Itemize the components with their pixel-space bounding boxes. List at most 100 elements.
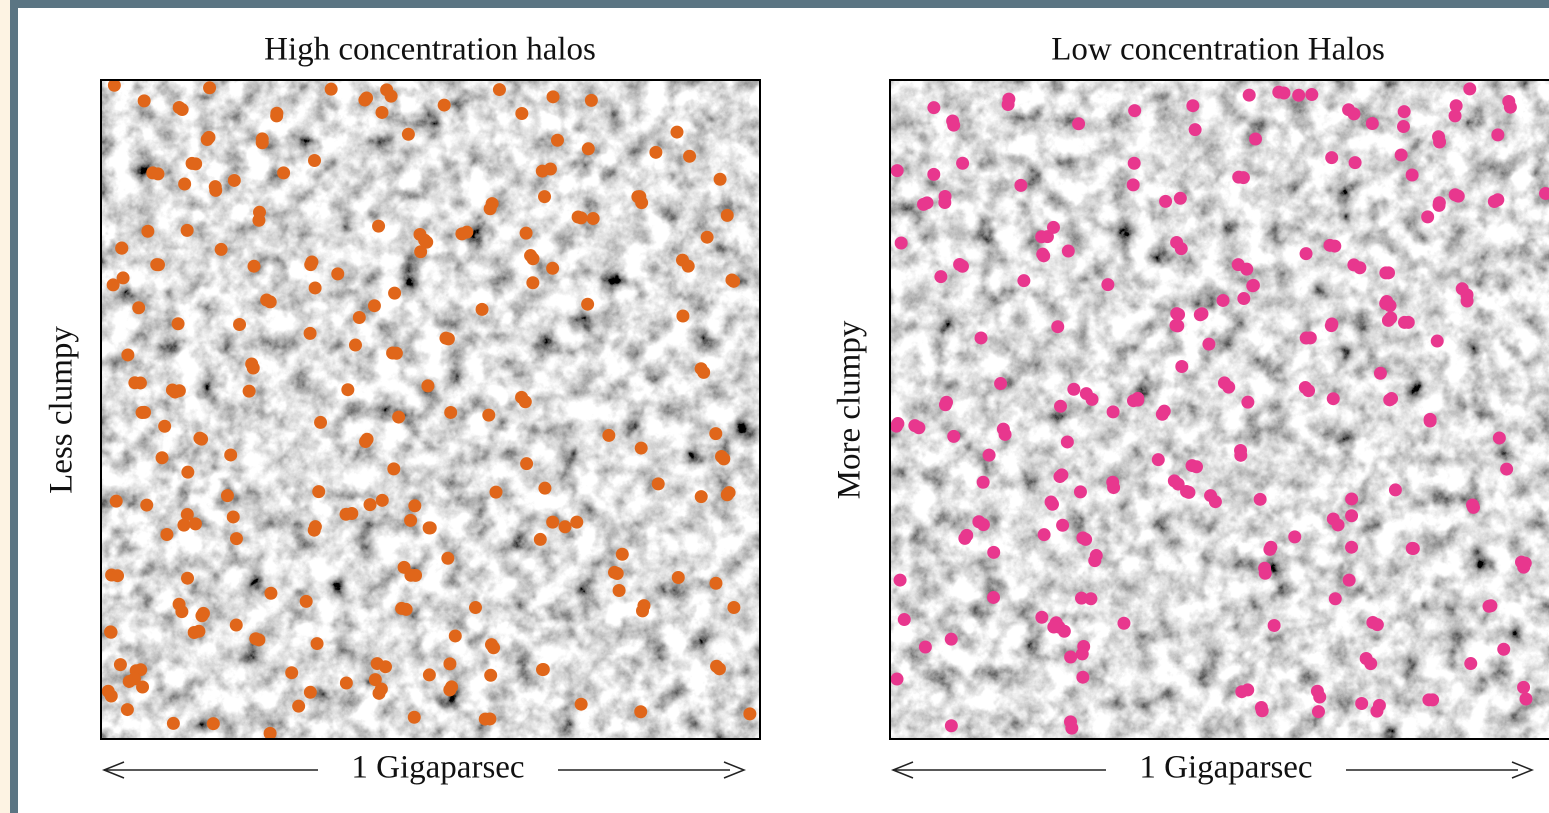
halo-dot	[1519, 693, 1532, 706]
halo-dot	[476, 303, 489, 316]
halo-dot	[304, 327, 317, 340]
halo-dot	[919, 640, 932, 653]
halo-dot	[1056, 519, 1069, 532]
halo-dot	[1467, 501, 1480, 514]
halo-dot	[537, 663, 550, 676]
halo-dot	[121, 348, 134, 361]
halo-dot	[1107, 481, 1120, 494]
halo-dot	[484, 202, 497, 215]
halo-dot	[649, 146, 662, 159]
halo-dot	[1263, 543, 1276, 556]
halo-dot	[538, 482, 551, 495]
halo-dot	[526, 252, 539, 265]
halo-dot	[1237, 171, 1250, 184]
halo-dot	[1517, 681, 1530, 694]
halo-dot	[372, 220, 385, 233]
halo-dot	[1345, 541, 1358, 554]
halo-dot	[140, 499, 153, 512]
halo-dot	[994, 377, 1007, 390]
halo-dot	[652, 477, 665, 490]
halo-dot	[373, 687, 386, 700]
halo-dot	[1366, 117, 1379, 130]
halo-dot	[304, 686, 317, 699]
halo-dot	[1237, 292, 1250, 305]
halo-dot	[1117, 617, 1130, 630]
halo-dot	[987, 591, 1000, 604]
halo-dot	[1313, 691, 1326, 704]
halo-dot	[613, 584, 626, 597]
halo-dot	[713, 662, 726, 675]
density-map	[101, 80, 760, 739]
halo-dot	[376, 494, 389, 507]
halo-dot	[1302, 384, 1315, 397]
halo-dot	[616, 548, 629, 561]
halo-dot	[999, 428, 1012, 441]
halo-dot	[947, 430, 960, 443]
halo-dot	[392, 411, 405, 424]
halo-dot	[1398, 105, 1411, 118]
halo-dot	[927, 101, 940, 114]
halo-dot	[469, 601, 482, 614]
halo-dot	[1374, 367, 1387, 380]
halo-dot	[1079, 533, 1092, 546]
halo-dot	[341, 383, 354, 396]
halo-dot	[300, 595, 313, 608]
halo-dot	[1345, 509, 1358, 522]
halo-dot	[947, 119, 960, 132]
halo-dot	[1222, 381, 1235, 394]
halo-dot	[400, 603, 413, 616]
halo-dot	[1332, 518, 1345, 531]
halo-dot	[285, 666, 298, 679]
halo-dot	[1325, 317, 1338, 330]
halo-dot	[634, 705, 647, 718]
halo-dot	[379, 660, 392, 673]
halo-dot	[349, 339, 362, 352]
halo-dot	[1051, 320, 1064, 333]
halo-dot	[920, 196, 933, 209]
halo-dot	[1371, 618, 1384, 631]
halo-dot	[559, 520, 572, 533]
halo-dot	[635, 442, 648, 455]
halo-dot	[325, 83, 338, 96]
halo-dot	[1217, 294, 1230, 307]
halo-dot	[1433, 196, 1446, 209]
halo-dot	[189, 157, 202, 170]
halo-dot	[587, 212, 600, 225]
halo-dot	[581, 298, 594, 311]
halo-dot	[493, 83, 506, 96]
panel-title: Low concentration Halos	[1051, 32, 1385, 68]
halo-dot	[1268, 619, 1281, 632]
halo-dot	[312, 485, 325, 498]
halo-dot	[376, 106, 389, 119]
halo-dot	[1379, 297, 1392, 310]
halo-dot	[977, 476, 990, 489]
halo-dot	[134, 376, 147, 389]
halo-dot	[192, 625, 205, 638]
halo-dot	[1382, 314, 1395, 327]
halo-dot	[575, 211, 588, 224]
halo-dot	[438, 99, 451, 112]
halo-dot	[1047, 620, 1060, 633]
halo-dot	[138, 94, 151, 107]
halo-dot	[1038, 528, 1051, 541]
halo-dot	[1491, 193, 1504, 206]
halo-dot	[1062, 245, 1075, 258]
halo-dot	[1406, 169, 1419, 182]
halo-dot	[1277, 87, 1290, 100]
halo-dot	[717, 452, 730, 465]
halo-dot	[1343, 574, 1356, 587]
halo-dot	[449, 629, 462, 642]
halo-dot	[1064, 651, 1077, 664]
halo-dot	[1433, 136, 1446, 149]
halo-dot	[105, 689, 118, 702]
halo-dot	[1175, 360, 1188, 373]
halo-dot	[1047, 221, 1060, 234]
halo-dot	[115, 242, 128, 255]
halo-dot	[958, 532, 971, 545]
halo-dot	[895, 236, 908, 249]
halo-dot	[520, 457, 533, 470]
halo-dot	[167, 717, 180, 730]
halo-dot	[526, 276, 539, 289]
halo-dot	[956, 157, 969, 170]
halo-dot	[1128, 157, 1141, 170]
